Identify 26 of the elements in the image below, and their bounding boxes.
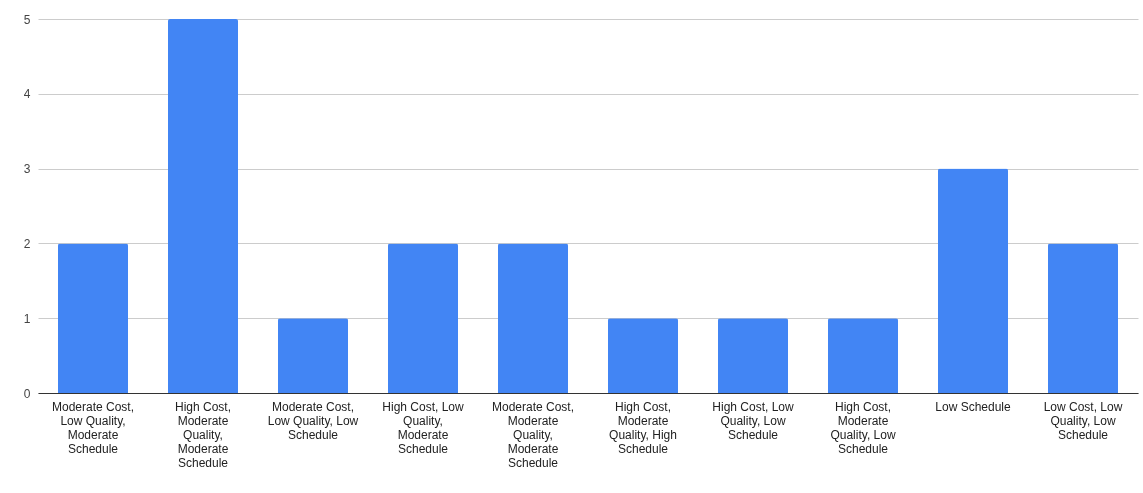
- bar: [168, 19, 238, 393]
- x-tick-label: High Cost, Moderate Quality, Moderate Schedule: [174, 399, 232, 470]
- x-tick-label: High Cost, Low Quality, Moderate Schedule: [382, 399, 465, 456]
- bar: [608, 318, 678, 393]
- bar: [388, 243, 458, 393]
- bar: [718, 318, 788, 393]
- y-tick-label: 1: [23, 311, 31, 326]
- bar: [938, 168, 1008, 393]
- x-tick-label: Moderate Cost, Moderate Quality, Moderate Schedule: [491, 399, 575, 470]
- bar: [1048, 243, 1118, 393]
- x-tick-label: Low Schedule: [935, 399, 1012, 414]
- x-tick-label: Moderate Cost, Low Quality, Low Schedule: [267, 399, 359, 442]
- y-tick-label: 2: [23, 236, 31, 251]
- y-tick-label: 3: [23, 162, 31, 177]
- bar: [498, 243, 568, 393]
- bar: [58, 243, 128, 393]
- x-tick-label: Low Cost, Low Quality, Low Schedule: [1043, 399, 1123, 442]
- x-tick-label: High Cost, Moderate Quality, Low Schedule: [830, 399, 896, 456]
- y-tick-label: 5: [23, 12, 31, 27]
- bar: [828, 318, 898, 393]
- y-tick-label: 0: [23, 386, 31, 401]
- x-tick-label: High Cost, Moderate Quality, High Schedule: [609, 399, 677, 456]
- y-tick-label: 4: [23, 87, 31, 102]
- x-tick-label: High Cost, Low Quality, Low Schedule: [712, 399, 795, 442]
- x-tick-label: Moderate Cost, Low Quality, Moderate Schedule: [51, 399, 135, 456]
- bar: [278, 318, 348, 393]
